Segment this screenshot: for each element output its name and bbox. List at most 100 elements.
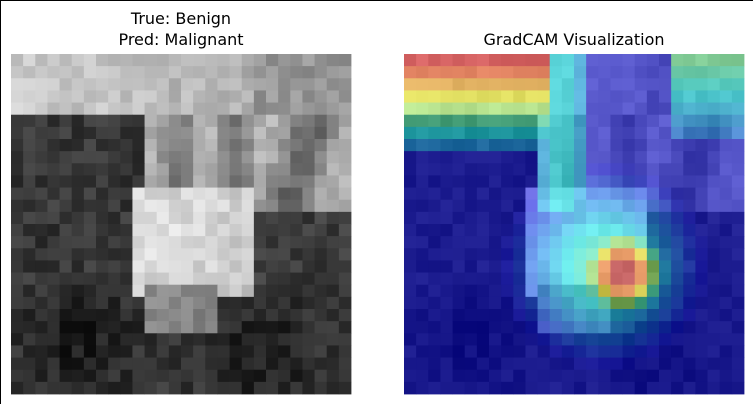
pixel [47,236,60,249]
pixel [71,126,85,140]
pixel [464,260,478,273]
pixel [586,236,599,249]
pixel [525,199,538,213]
pixel [193,54,206,67]
pixel [659,163,672,176]
pixel [302,309,315,322]
pixel [23,163,36,176]
pixel [683,381,696,395]
pixel [326,211,340,225]
pixel [229,54,243,67]
pixel [416,321,429,334]
pixel [537,345,551,358]
pixel [96,296,109,310]
pixel [96,66,109,79]
pixel [525,139,538,152]
pixel [193,126,206,140]
pixel [35,175,48,188]
pixel [71,236,85,249]
pixel [108,309,121,322]
pixel [278,345,291,358]
pixel [83,369,97,383]
pixel [253,163,267,176]
pixel [671,309,684,322]
pixel [476,236,490,249]
pixel [598,187,611,201]
pixel [83,187,97,201]
pixel [719,114,733,128]
pixel [719,236,733,249]
pixel [489,66,502,79]
pixel [598,345,611,358]
pixel [683,163,696,176]
pixel [181,272,194,286]
pixel [549,66,563,79]
pixel [217,333,230,346]
pixel [108,357,121,371]
pixel [537,114,551,128]
pixel [278,151,291,164]
pixel [108,381,121,395]
pixel [71,90,85,103]
pixel [695,187,708,201]
pixel [314,54,328,67]
pixel [671,248,684,261]
pixel [537,175,551,188]
pixel [83,90,97,103]
pixel [253,309,267,322]
pixel [302,90,315,103]
pixel [290,66,303,79]
pixel [598,357,611,371]
pixel [11,381,24,395]
pixel [574,54,587,67]
pixel [719,102,733,116]
pixel [452,139,466,152]
pixel [326,66,340,79]
panel-title: True: Benign [130,9,231,28]
pixel [241,211,255,225]
pixel [266,284,279,298]
pixel [132,151,145,164]
pixel [634,126,648,140]
pixel [598,248,611,261]
pixel [634,309,648,322]
pixel [253,272,267,286]
pixel [574,78,587,91]
pixel [290,260,303,273]
pixel [440,199,453,213]
pixel [120,54,133,67]
pixel [156,175,170,188]
pixel [168,78,182,91]
pixel [338,102,352,116]
pixel [731,369,745,383]
pixel [132,90,145,103]
pixel [476,187,490,201]
pixel [278,272,291,286]
pixel [314,260,328,273]
pixel [428,66,441,79]
pixel [464,211,478,225]
pixel [659,151,672,164]
pixel [646,66,660,79]
pixel [23,114,36,128]
pixel [452,248,466,261]
pixel [132,175,145,188]
pixel [537,187,551,201]
pixel [719,163,733,176]
pixel [574,163,587,176]
pixel [464,309,478,322]
pixel [489,78,502,91]
pixel [586,78,599,91]
pixel [646,381,660,395]
pixel [452,381,466,395]
pixel [108,54,121,67]
pixel [290,151,303,164]
pixel [11,90,24,103]
pixel [11,54,24,67]
pixel [501,163,514,176]
pixel [96,199,109,213]
pixel [23,309,36,322]
pixel [404,309,417,322]
pixel [489,284,502,298]
pixel [634,381,648,395]
